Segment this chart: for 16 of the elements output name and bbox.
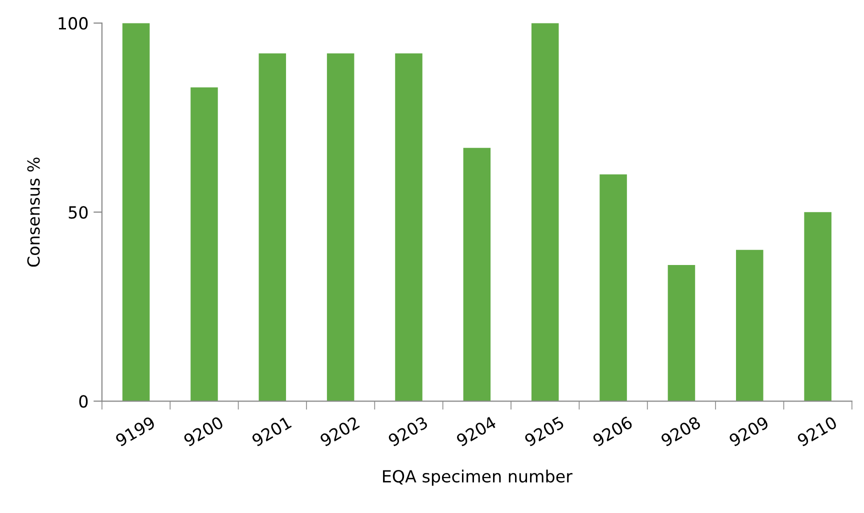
bar (736, 250, 764, 402)
bar (395, 53, 422, 402)
y-tick-label: 0 (79, 395, 88, 408)
y-axis-title: Consensus % (27, 158, 40, 267)
bar (600, 174, 627, 402)
bar (258, 53, 286, 402)
bar (326, 53, 354, 402)
bar (668, 265, 696, 402)
x-axis-title: EQA specimen number (383, 470, 572, 486)
bar (190, 87, 218, 402)
bar (804, 212, 832, 402)
y-tick-label: 100 (58, 17, 88, 30)
y-tick-label: 50 (68, 206, 88, 219)
bar (463, 148, 491, 402)
bar (531, 23, 559, 402)
bar (122, 23, 150, 402)
